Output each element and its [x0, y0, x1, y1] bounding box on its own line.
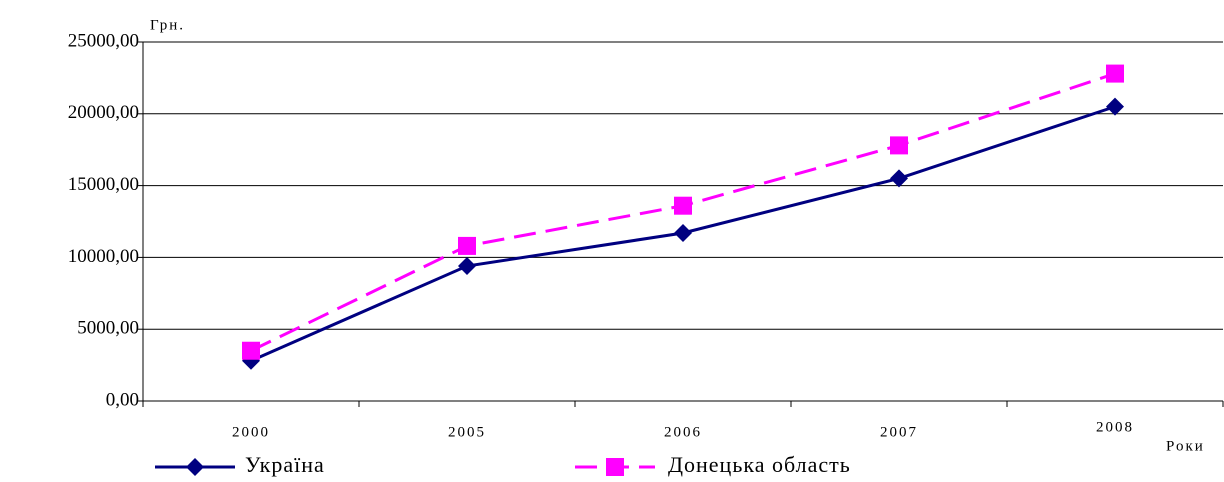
data-point: [890, 136, 908, 155]
data-point: [458, 257, 476, 276]
y-tick-label: 25000,00: [68, 30, 139, 51]
y-tick-label: 20000,00: [68, 102, 139, 123]
data-point: [242, 341, 260, 360]
data-point: [458, 236, 476, 255]
data-point: [674, 223, 692, 242]
y-tick-label: 10000,00: [68, 246, 139, 267]
data-point: [1106, 64, 1124, 83]
legend-marker: [606, 458, 624, 476]
y-tick-label: 5000,00: [77, 318, 139, 339]
legend-marker: [186, 458, 204, 476]
x-tick-label: 2008: [1096, 419, 1134, 435]
x-tick-label: 2006: [664, 424, 702, 440]
x-tick-label: 2005: [448, 424, 486, 440]
x-tick-label: 2007: [880, 424, 918, 440]
y-axis-label: Грн.: [150, 17, 185, 33]
y-tick-label: 15000,00: [68, 174, 139, 195]
legend-label: Україна: [245, 452, 325, 477]
legend-label: Донецька область: [668, 452, 851, 477]
x-axis-label: Роки: [1166, 438, 1205, 454]
data-point: [890, 169, 908, 188]
y-tick-label: 0,00: [106, 389, 139, 410]
data-point: [1106, 97, 1124, 116]
x-tick-label: 2000: [232, 424, 270, 440]
data-point: [674, 196, 692, 215]
